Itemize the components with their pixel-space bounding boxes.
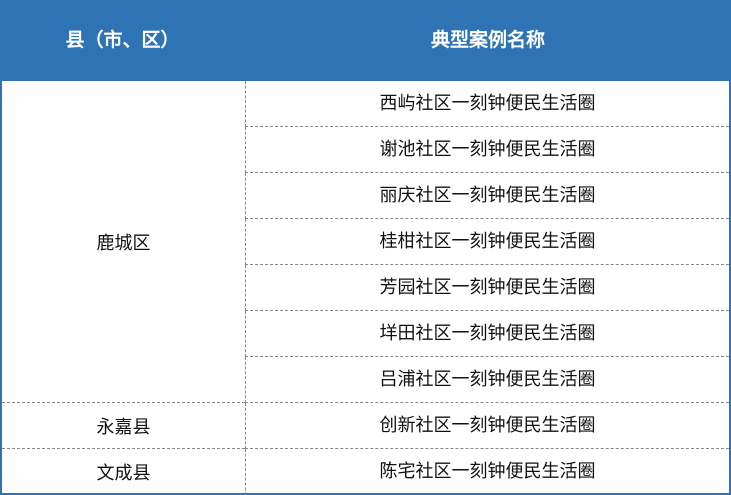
county-cell: 鹿城区 <box>2 81 245 403</box>
header-case-name: 典型案例名称 <box>430 29 545 51</box>
case-cell: 垟田社区一刻钟便民生活圈 <box>245 311 729 357</box>
case-cell: 创新社区一刻钟便民生活圈 <box>245 403 729 449</box>
case-cell: 桂柑社区一刻钟便民生活圈 <box>245 219 729 265</box>
county-cell: 永嘉县 <box>2 403 245 449</box>
county-cell: 文成县 <box>96 463 151 484</box>
case-cell: 谢池社区一刻钟便民生活圈 <box>245 127 729 173</box>
case-cell: 吕浦社区一刻钟便民生活圈 <box>245 357 729 403</box>
case-cell: 西屿社区一刻钟便民生活圈 <box>245 81 729 127</box>
header-county: 县（市、区） <box>65 29 180 51</box>
case-cell: 芳园社区一刻钟便民生活圈 <box>245 265 729 311</box>
table-header: 县（市、区） 典型案例名称 <box>0 0 731 81</box>
case-cell: 陈宅社区一刻钟便民生活圈 <box>245 449 729 495</box>
case-cell: 丽庆社区一刻钟便民生活圈 <box>245 173 729 219</box>
